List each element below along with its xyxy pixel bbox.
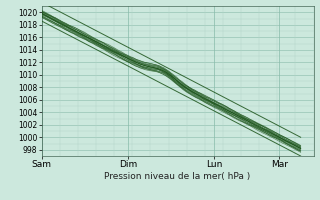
X-axis label: Pression niveau de la mer( hPa ): Pression niveau de la mer( hPa ) <box>104 172 251 181</box>
